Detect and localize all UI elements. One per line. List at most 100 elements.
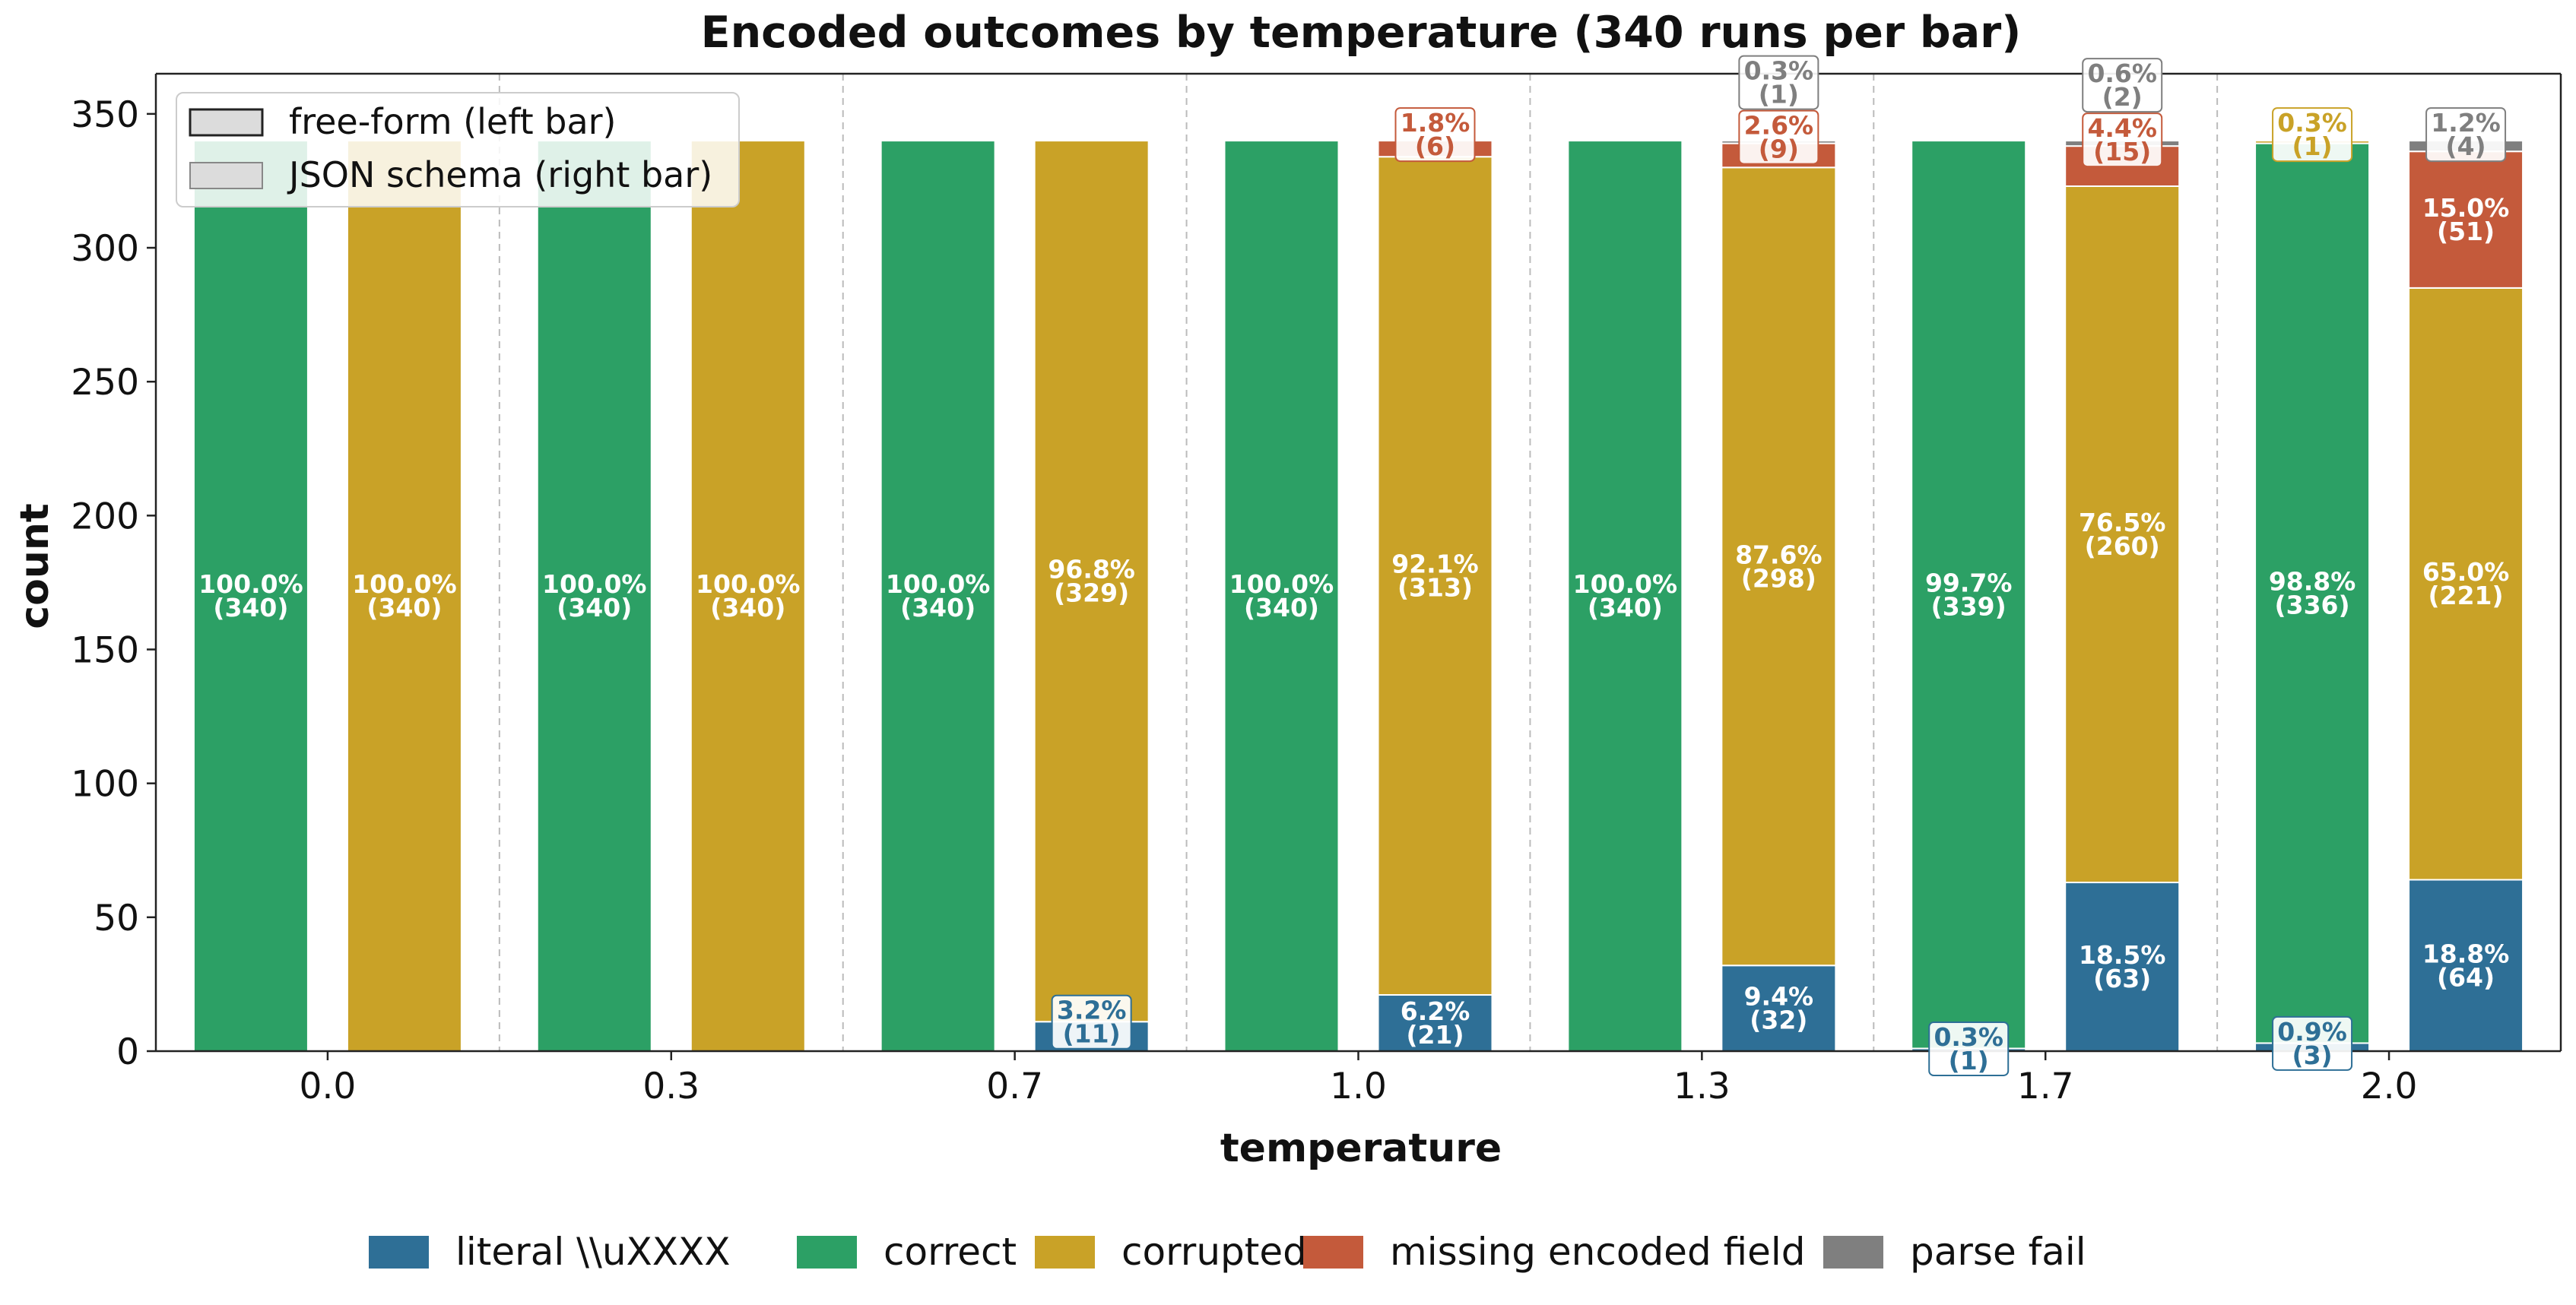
bar-segment-correct: [1223, 140, 1340, 1053]
y-tick-label: 250: [71, 362, 139, 404]
y-tick-label: 50: [94, 898, 139, 939]
y-axis-label: count: [12, 503, 58, 629]
bar-segment-literal: [1721, 964, 1837, 1052]
segment-label-count: (6): [1415, 131, 1455, 161]
bottom-legend-item-parse: parse fail: [1823, 1230, 2086, 1274]
segment-label-pct: 9.4%: [1744, 982, 1814, 1012]
inset-legend-frame: [176, 92, 740, 207]
y-tick-label: 200: [71, 496, 139, 537]
segment-label-count: (21): [1406, 1020, 1464, 1050]
inset-legend-item-free: free-form (left bar): [189, 101, 617, 142]
segment-label-count: (63): [2093, 964, 2151, 993]
segment-label-count: (298): [1741, 563, 1816, 593]
segment-label-missing: 15.0%(51): [2422, 193, 2510, 246]
segment-label-correct: 100.0%(340): [886, 569, 990, 622]
y-tick-label: 0: [116, 1031, 139, 1073]
chart-title: Encoded outcomes by temperature (340 run…: [701, 8, 2022, 58]
segment-label-literal: 0.9%(3): [2272, 1015, 2353, 1071]
segment-label-corrupted: 100.0%(340): [696, 569, 800, 622]
segment-label-corrupted: 0.3%(1): [2272, 107, 2353, 163]
x-tick-label: 0.0: [300, 1066, 357, 1107]
legend-label-literal: literal \\uXXXX: [455, 1230, 731, 1274]
bar-free-0_0: [192, 140, 309, 1053]
inset-legend-swatch: [189, 162, 263, 189]
segment-label-count: (340): [1244, 593, 1319, 622]
y-tick-label: 150: [71, 630, 139, 672]
inset-legend-item-json: JSON schema (right bar): [189, 154, 712, 195]
segment-label-box: [1738, 109, 1819, 165]
x-tick-label: 2.0: [2361, 1066, 2418, 1107]
segment-label-corrupted: 87.6%(298): [1735, 540, 1823, 593]
bar-free-1_3: [1567, 140, 1683, 1053]
segment-label-pct: 65.0%: [2422, 557, 2510, 587]
segment-label-count: (32): [1750, 1006, 1807, 1035]
segment-label-pct: 98.8%: [2269, 567, 2356, 597]
segment-label-corrupted: 65.0%(221): [2422, 557, 2510, 610]
y-tick-label: 350: [71, 94, 139, 136]
segment-label-count: (340): [1588, 593, 1663, 622]
segment-label-pct: 100.0%: [696, 569, 800, 599]
bar-free-0_3: [536, 140, 652, 1053]
segment-label-count: (260): [2085, 531, 2160, 561]
segment-label-box: [1394, 107, 1476, 163]
bar-segment-correct: [2254, 142, 2371, 1044]
segment-label-count: (1): [1949, 1046, 1989, 1075]
segment-label-correct: 100.0%(340): [198, 569, 303, 622]
bar-segment-correct: [1567, 140, 1683, 1053]
segment-label-box: [1738, 55, 1819, 110]
segment-label-count: (221): [2428, 581, 2504, 610]
bar-segment-correct: [536, 140, 652, 1053]
segment-label-pct: 100.0%: [1573, 569, 1677, 599]
x-tick-label: 1.3: [1673, 1066, 1731, 1107]
legend-label-parse: parse fail: [1910, 1230, 2086, 1274]
segment-label-box: [2272, 107, 2353, 163]
bar-segment-corrupted: [2408, 287, 2524, 881]
segment-label-pct: 1.8%: [1401, 108, 1470, 138]
bar-json-0_3: [690, 140, 806, 1053]
segment-label-count: (336): [2275, 591, 2350, 620]
inset-legend-swatch: [189, 108, 264, 137]
segment-label-correct: 100.0%(340): [1573, 569, 1677, 622]
segment-label-pct: 15.0%: [2422, 193, 2510, 223]
segment-label-count: (64): [2437, 962, 2495, 992]
legend-swatch-correct: [797, 1236, 857, 1269]
bar-segment-corrupted: [690, 140, 806, 1053]
inset-legend-label: JSON schema (right bar): [287, 154, 712, 195]
segment-label-pct: 4.4%: [2087, 113, 2157, 143]
segment-label-pct: 1.2%: [2431, 108, 2501, 138]
bar-segment-literal: [2408, 879, 2524, 1053]
segment-label-count: (9): [1759, 135, 1799, 164]
segment-label-correct: 100.0%(340): [542, 569, 646, 622]
segment-label-literal: 0.3%(1): [1928, 1021, 2010, 1076]
bar-segment-literal: [2064, 882, 2181, 1052]
segment-label-literal: 3.2%(11): [1051, 994, 1132, 1050]
legend-swatch-literal: [369, 1236, 429, 1269]
legend-label-missing: missing encoded field: [1390, 1230, 1805, 1274]
segment-label-corrupted: 100.0%(340): [352, 569, 456, 622]
segment-label-pct: 0.3%: [1744, 56, 1814, 86]
segment-label-missing: 2.6%(9): [1738, 109, 1819, 165]
segment-label-literal: 6.2%(21): [1401, 996, 1470, 1050]
segment-label-pct: 87.6%: [1735, 540, 1823, 569]
segment-label-corrupted: 96.8%(329): [1048, 555, 1135, 608]
bar-json-1_0: [1377, 140, 1493, 1053]
segment-label-parse: 0.6%(2): [2082, 58, 2163, 113]
legend-label-corrupted: corrupted: [1121, 1230, 1307, 1274]
segment-label-corrupted: 76.5%(260): [2079, 508, 2166, 561]
inset-legend-label: free-form (left bar): [289, 101, 617, 142]
segment-label-count: (4): [2446, 131, 2486, 161]
x-tick-label: 0.3: [642, 1066, 700, 1107]
segment-label-pct: 18.5%: [2079, 940, 2166, 970]
segment-label-pct: 99.7%: [1925, 568, 2013, 597]
bottom-legend-item-missing: missing encoded field: [1303, 1230, 1805, 1274]
segment-label-box: [2082, 112, 2163, 168]
segment-label-count: (340): [710, 593, 785, 622]
bar-json-1_3: [1721, 140, 1837, 1052]
segment-label-pct: 92.1%: [1391, 550, 1479, 579]
bottom-legend: literal \\uXXXX correct corrupted missing e…: [369, 1230, 2086, 1274]
segment-label-correct: 99.7%(339): [1925, 568, 2013, 621]
segment-label-count: (3): [2292, 1041, 2333, 1070]
segment-label-literal: 9.4%(32): [1744, 982, 1814, 1035]
